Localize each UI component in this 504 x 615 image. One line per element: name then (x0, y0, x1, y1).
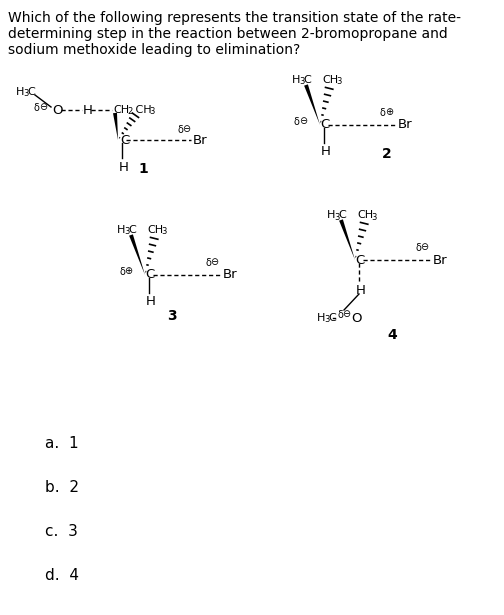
Text: 3: 3 (334, 213, 339, 221)
Text: ⊕: ⊕ (385, 107, 393, 117)
Text: C: C (27, 87, 35, 97)
Text: CH: CH (132, 105, 152, 115)
Text: H: H (327, 210, 335, 220)
Text: ⊖: ⊖ (420, 242, 428, 252)
Text: δ: δ (34, 103, 40, 113)
Text: C: C (320, 119, 329, 132)
Text: H: H (83, 103, 93, 116)
Text: δ: δ (177, 125, 183, 135)
Text: Br: Br (433, 253, 448, 266)
Text: ⊖: ⊖ (342, 309, 350, 319)
Text: H: H (119, 161, 129, 174)
Polygon shape (304, 84, 320, 125)
Text: 3: 3 (23, 90, 28, 98)
Text: ⊖: ⊖ (210, 257, 218, 267)
Text: 3: 3 (371, 213, 376, 221)
Text: 3: 3 (124, 228, 130, 237)
Text: CH: CH (113, 105, 129, 115)
Text: O: O (52, 103, 62, 116)
Text: 3: 3 (161, 228, 166, 237)
Text: C: C (355, 253, 364, 266)
Text: sodium methoxide leading to elimination?: sodium methoxide leading to elimination? (8, 43, 300, 57)
Text: ⊖: ⊖ (39, 102, 47, 112)
Text: determining step in the reaction between 2-bromopropane and: determining step in the reaction between… (8, 27, 448, 41)
Text: H: H (321, 145, 331, 158)
Text: b.  2: b. 2 (45, 480, 79, 494)
Text: 3: 3 (336, 77, 341, 87)
Text: δ: δ (337, 310, 343, 320)
Text: c.  3: c. 3 (45, 523, 78, 539)
Text: Br: Br (398, 119, 413, 132)
Text: CH: CH (322, 75, 338, 85)
Text: δ: δ (415, 243, 421, 253)
Text: C: C (303, 75, 311, 85)
Text: 2: 2 (382, 147, 392, 161)
Text: 3: 3 (324, 315, 330, 325)
Text: H: H (117, 225, 125, 235)
Polygon shape (339, 220, 355, 260)
Text: Br: Br (193, 133, 208, 146)
Text: a.  1: a. 1 (45, 435, 79, 451)
Text: H: H (317, 313, 326, 323)
Text: CH: CH (357, 210, 373, 220)
Text: Br: Br (223, 269, 237, 282)
Text: δ: δ (380, 108, 386, 118)
Text: δ: δ (294, 117, 300, 127)
Text: C: C (120, 133, 129, 146)
Text: H: H (16, 87, 24, 97)
Text: 1: 1 (138, 162, 148, 176)
Text: 2: 2 (127, 108, 132, 116)
Text: H: H (292, 75, 300, 85)
Text: d.  4: d. 4 (45, 568, 79, 582)
Text: 4: 4 (387, 328, 397, 342)
Text: ⊖: ⊖ (182, 124, 190, 134)
Text: C: C (128, 225, 136, 235)
Text: C: C (328, 313, 336, 323)
Text: ⊕: ⊕ (124, 266, 132, 276)
Polygon shape (129, 234, 145, 275)
Text: CH: CH (147, 225, 163, 235)
Text: H: H (356, 284, 366, 297)
Text: 3: 3 (167, 309, 176, 323)
Text: 3: 3 (299, 77, 304, 87)
Text: O: O (351, 312, 361, 325)
Text: C: C (145, 269, 154, 282)
Text: Which of the following represents the transition state of the rate-: Which of the following represents the tr… (8, 11, 461, 25)
Text: ⊖: ⊖ (299, 116, 307, 126)
Text: δ: δ (119, 267, 125, 277)
Text: H: H (146, 295, 156, 308)
Text: C: C (338, 210, 346, 220)
Text: 3: 3 (149, 108, 154, 116)
Polygon shape (113, 113, 118, 140)
Text: δ: δ (205, 258, 211, 268)
